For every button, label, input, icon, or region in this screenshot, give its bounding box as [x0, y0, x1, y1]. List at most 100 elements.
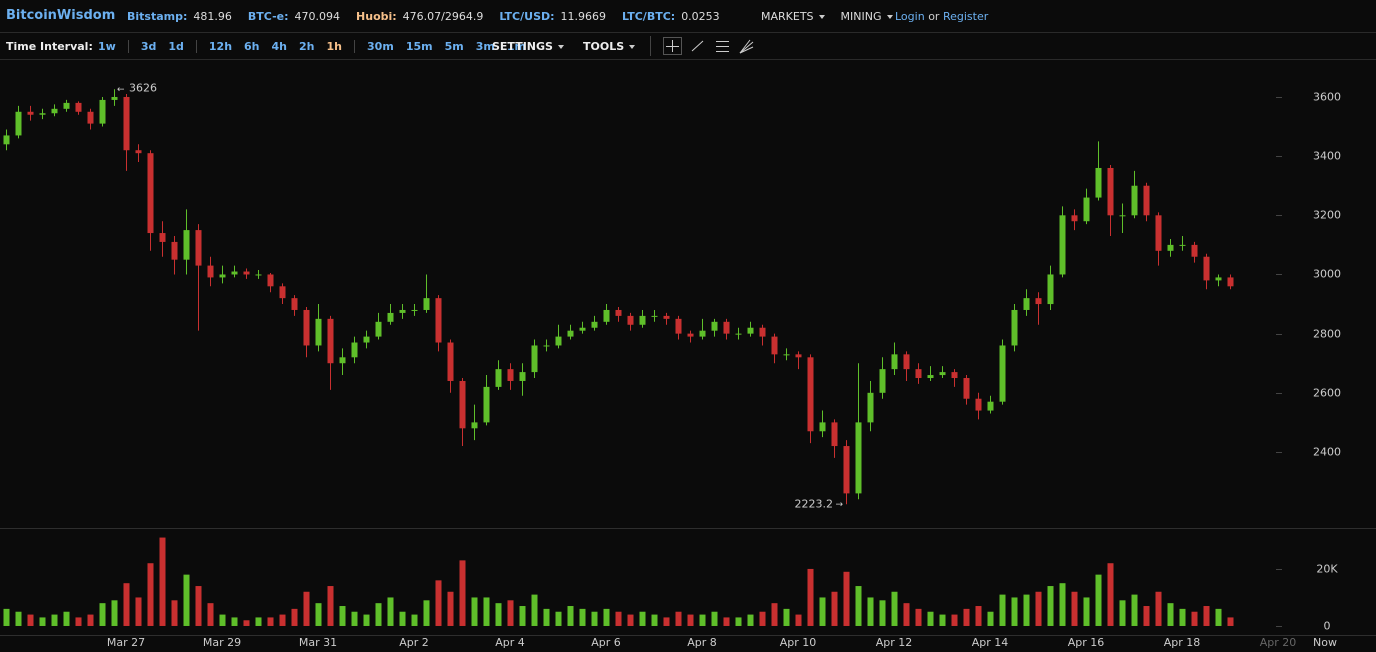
candle-body — [831, 422, 838, 447]
interval-button[interactable]: 6h — [244, 40, 260, 53]
volume-bar — [579, 608, 586, 626]
menus: MARKETS MINING — [761, 10, 893, 23]
candle-body — [867, 392, 874, 423]
ticker-value: 481.96 — [193, 10, 232, 23]
volume-bar — [1155, 591, 1162, 626]
candle-body — [75, 102, 82, 112]
volume-bar — [1215, 608, 1222, 626]
volume-bar — [1179, 608, 1186, 626]
candle-body — [243, 271, 250, 275]
volume-bar — [771, 603, 778, 626]
candle-body — [855, 422, 862, 494]
volume-bar — [303, 591, 310, 626]
volume-bar — [483, 597, 490, 626]
interval-button[interactable]: 1m — [506, 40, 526, 53]
candle-body — [1107, 167, 1114, 216]
candle-body — [567, 330, 574, 337]
volume-bar — [567, 606, 574, 626]
ticker-label: LTC/BTC: — [622, 10, 676, 23]
volume-bar — [231, 617, 238, 626]
volume-bar — [243, 620, 250, 626]
interval-label: Time Interval: — [6, 40, 93, 53]
volume-bar — [351, 611, 358, 626]
candle-body — [3, 135, 10, 145]
interval-button[interactable]: 2h — [299, 40, 315, 53]
menu[interactable]: MARKETS — [761, 10, 825, 23]
volume-bar — [27, 614, 34, 626]
volume-bar — [255, 617, 262, 626]
interval-button[interactable]: 1d — [168, 40, 184, 53]
interval-button[interactable]: 1h — [326, 40, 343, 53]
y-tick-label: 2600 — [1313, 387, 1341, 400]
volume-bar — [1047, 586, 1054, 626]
candle-body — [1011, 309, 1018, 346]
candle-body — [303, 309, 310, 346]
volume-bar — [819, 597, 826, 626]
candle-body — [843, 446, 850, 494]
fib-tool[interactable] — [739, 39, 754, 54]
volume-bar — [1119, 600, 1126, 626]
line-tool[interactable] — [691, 40, 704, 52]
candle-body — [591, 321, 598, 328]
interval-button[interactable]: 4h — [271, 40, 288, 53]
settings-menu[interactable]: SETTINGS — [492, 40, 564, 53]
candle-body — [975, 398, 982, 411]
ticker-label: BTC-e: — [247, 10, 289, 23]
volume-bar — [99, 603, 106, 626]
volume-bar — [963, 608, 970, 626]
volume-bar — [759, 611, 766, 626]
volume-bar — [903, 603, 910, 626]
interval-button[interactable]: 30m — [367, 40, 394, 53]
candle-body — [135, 150, 142, 154]
candle-body — [639, 315, 646, 325]
interval-button[interactable]: 1w — [98, 40, 116, 53]
interval-button[interactable]: 3d — [140, 40, 157, 53]
now-label: Now — [1313, 636, 1337, 649]
volume-bar — [855, 586, 862, 626]
volume-bar — [15, 611, 22, 626]
ticker-value: 476.07/2964.9 — [402, 10, 484, 23]
tools-label: TOOLS — [583, 40, 625, 53]
candle-body — [1035, 298, 1042, 305]
candle-body — [615, 309, 622, 316]
volume-bar — [171, 600, 178, 626]
candle-body — [1083, 197, 1090, 222]
hline-tool[interactable] — [716, 41, 729, 52]
candle-body — [183, 230, 190, 260]
volume-bar — [267, 617, 274, 626]
register-link[interactable]: Register — [942, 10, 989, 23]
volume-bar — [687, 614, 694, 626]
crosshair-tool[interactable] — [663, 37, 682, 55]
candle-body — [195, 230, 202, 266]
candle-body — [927, 375, 934, 379]
candle-body — [1059, 215, 1066, 275]
volume-bar — [939, 614, 946, 626]
settings-label: SETTINGS — [492, 40, 553, 53]
volume-bar — [291, 608, 298, 626]
menu[interactable]: MINING — [841, 10, 893, 23]
interval-button[interactable]: 3m — [475, 40, 495, 53]
volume-bar — [1071, 591, 1078, 626]
y-tick-label: 2400 — [1313, 446, 1341, 459]
volume-bar — [435, 580, 442, 626]
volume-bar — [531, 594, 538, 626]
ticker: LTC/BTC: 0.0253 — [622, 10, 720, 23]
tools-menu[interactable]: TOOLS — [583, 40, 636, 53]
volume-bar — [471, 597, 478, 626]
interval-button[interactable]: 12h — [208, 40, 233, 53]
candle-body — [987, 401, 994, 411]
interval-button[interactable]: 15m — [405, 40, 433, 53]
candle-body — [651, 315, 658, 317]
volume-bar — [879, 600, 886, 626]
candle-body — [207, 265, 214, 278]
candle-body — [111, 96, 118, 100]
brand[interactable]: BitcoinWisdom — [6, 8, 116, 23]
login-link[interactable]: Login — [895, 10, 925, 23]
volume-bar — [507, 600, 514, 626]
volume-bar — [711, 611, 718, 626]
candle-body — [879, 369, 886, 393]
interval-button[interactable]: 5m — [444, 40, 464, 53]
candle-body — [807, 357, 814, 432]
